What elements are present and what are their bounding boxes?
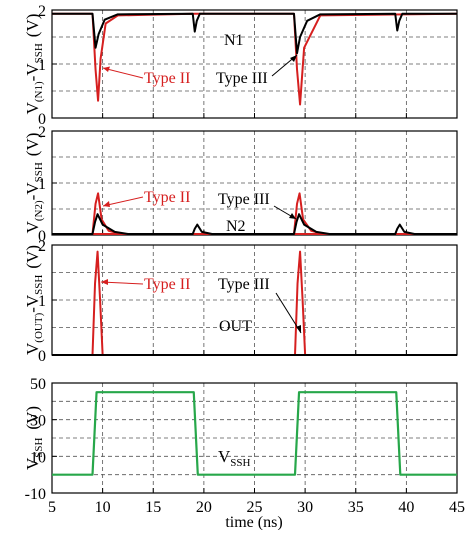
panel-out-ylabel: V(OUT)-VSSH(V) [23, 245, 45, 355]
y-tick-label: 50 [30, 376, 46, 393]
panel-n1-type3-label: Type III [216, 70, 268, 87]
panel-vssh: -10 10 30 50 VSSH(V) VSSH [23, 376, 458, 503]
panel-out-type3-arrowhead [296, 325, 301, 333]
x-tick-label: 20 [196, 499, 212, 516]
panel-vssh-ytick-labels: -10 10 30 50 [25, 376, 46, 503]
panel-out-type3-arrow [275, 292, 302, 334]
panel-out-grid [52, 245, 457, 355]
y-tick-label: 0 [38, 348, 46, 365]
panel-n1: 0 1 2 V(N1)-VSSH(V) N1 Type II Type III [23, 3, 458, 128]
panel-out: 0 1 2 V(OUT)-VSSH(V) OUT Type II Type III [23, 238, 458, 365]
panel-n2-type3-label: Type III [218, 191, 270, 208]
panel-n1-type3-arrowhead [290, 55, 297, 62]
x-tick-label: 35 [348, 499, 364, 516]
panel-out-type2-arrowhead [101, 279, 108, 285]
panel-n2-type2-arrowhead [103, 201, 110, 207]
panel-out-type3-label: Type III [218, 276, 270, 293]
y-tick-label: 1 [38, 57, 46, 74]
y-tick-label: 2 [38, 124, 46, 141]
y-tick-label: 0 [38, 111, 46, 128]
panel-n1-ytick-labels: 0 1 2 [38, 3, 46, 128]
panel-n1-node-label: N1 [224, 32, 244, 49]
series-line [52, 213, 457, 235]
panel-vssh-ticks [51, 382, 458, 494]
x-tick-label: 40 [398, 499, 414, 516]
y-tick-label: 30 [30, 413, 46, 430]
y-tick-label: 10 [30, 449, 46, 466]
y-tick-label: 0 [38, 228, 46, 245]
panel-n2: 0 1 2 V(N2)-VSSH(V) N2 Type II Type III [23, 124, 458, 245]
panel-vssh-ylabel: VSSH(V) [23, 406, 45, 470]
panel-out-type2-label: Type II [144, 276, 190, 293]
panel-n2-type2-arrow [102, 196, 144, 207]
y-tick-label: 1 [38, 176, 46, 193]
panel-n1-ticks [51, 9, 458, 119]
panel-n2-ytick-labels: 0 1 2 [38, 124, 46, 245]
x-tick-labels: 5 10 15 20 25 30 35 40 45 [48, 499, 465, 516]
series-line [52, 12, 457, 55]
x-tick-label: 30 [297, 499, 313, 516]
y-tick-label: -10 [25, 486, 46, 503]
panel-n1-type2-label: Type II [144, 70, 190, 87]
x-tick-label: 45 [449, 499, 465, 516]
panel-n2-ylabel: V(N2)-VSSH(V) [23, 133, 45, 234]
panel-n2-series [52, 192, 457, 235]
panel-n1-ylabel: V(N1)-VSSH(V) [23, 14, 45, 115]
panel-n2-grid [52, 131, 457, 235]
y-tick-label: 2 [38, 238, 46, 255]
x-tick-label: 5 [48, 499, 56, 516]
x-tick-label: 10 [95, 499, 111, 516]
panel-n2-type2-label: Type II [144, 189, 190, 206]
y-tick-label: 2 [38, 3, 46, 20]
panel-n1-type2-arrowhead [103, 66, 110, 72]
panel-n2-type3-arrowhead [289, 213, 296, 219]
x-tick-label: 15 [145, 499, 161, 516]
series-line [52, 391, 457, 476]
panel-out-ytick-labels: 0 1 2 [38, 238, 46, 365]
x-axis-label: time (ns) [225, 514, 282, 530]
panel-out-series [52, 250, 457, 356]
panel-n1-series [52, 12, 458, 106]
panel-vssh-trace-label: VSSH [218, 447, 251, 469]
panel-n1-type2-arrow [102, 67, 144, 79]
x-tick-label: 25 [247, 499, 263, 516]
series-line [52, 12, 458, 106]
panel-n1-grid [52, 10, 457, 118]
panel-n2-node-label: N2 [226, 218, 246, 235]
panel-vssh-series [52, 391, 457, 476]
y-tick-label: 1 [38, 293, 46, 310]
panel-out-node-label: OUT [219, 318, 252, 335]
